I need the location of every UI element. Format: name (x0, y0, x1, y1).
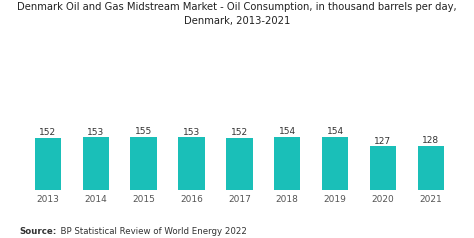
Bar (418, 146, 444, 190)
Bar (178, 137, 205, 190)
Text: Source:: Source: (19, 227, 56, 236)
Text: 127: 127 (374, 137, 392, 146)
Bar (130, 137, 157, 190)
Text: 152: 152 (39, 128, 56, 137)
Text: 152: 152 (231, 128, 248, 137)
Bar (82, 137, 109, 190)
Text: 154: 154 (327, 127, 344, 136)
Bar (322, 137, 348, 190)
Bar (226, 138, 253, 190)
Text: 153: 153 (87, 128, 104, 137)
Text: 128: 128 (422, 136, 439, 145)
Text: 154: 154 (279, 127, 296, 136)
Bar (370, 146, 396, 190)
Text: BP Statistical Review of World Energy 2022: BP Statistical Review of World Energy 20… (55, 227, 246, 236)
Bar (35, 138, 61, 190)
Text: 153: 153 (183, 128, 200, 137)
Bar (274, 137, 301, 190)
Text: Denmark Oil and Gas Midstream Market - Oil Consumption, in thousand barrels per : Denmark Oil and Gas Midstream Market - O… (17, 2, 457, 26)
Text: 155: 155 (135, 127, 152, 136)
